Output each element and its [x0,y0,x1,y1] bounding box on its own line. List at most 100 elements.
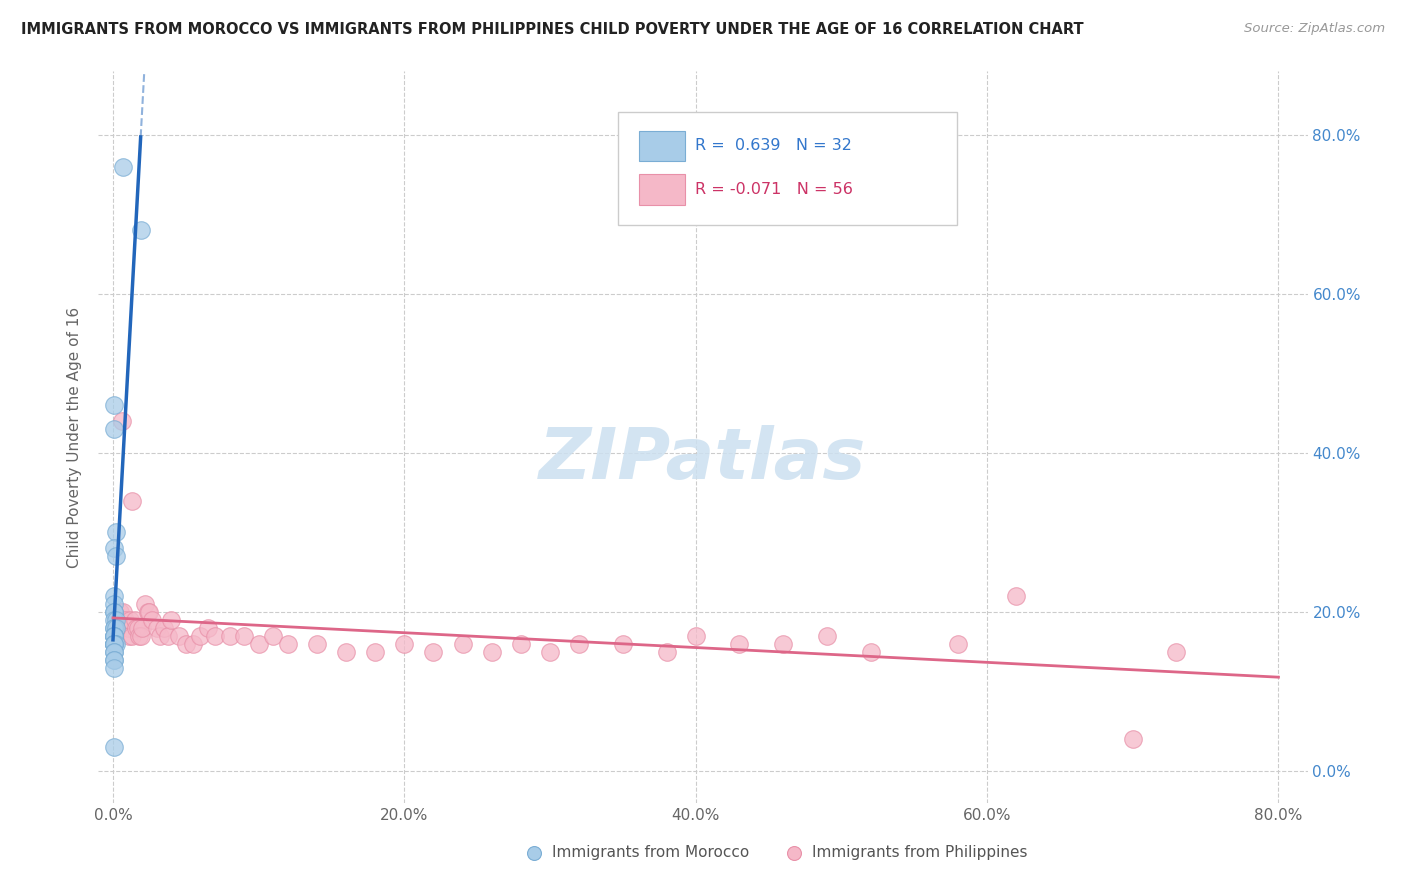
Text: ZIPatlas: ZIPatlas [540,425,866,493]
Bar [638,130,685,161]
Point [451,637,474,651]
Y-axis label: Child Poverty Under the Age of 16: Child Poverty Under the Age of 16 [67,307,83,567]
Point [141,613,163,627]
Text: Immigrants from Morocco: Immigrants from Morocco [551,845,749,860]
Point [103,653,125,667]
Point [125,621,148,635]
Point [104,549,127,564]
Text: Immigrants from Philippines: Immigrants from Philippines [811,845,1028,860]
Point [1166,645,1188,659]
Point [167,629,190,643]
Point [233,629,256,643]
Point [772,637,794,651]
Point [103,653,125,667]
Point [103,541,125,556]
Point [655,645,678,659]
Bar [638,175,685,205]
Text: R = -0.071   N = 56: R = -0.071 N = 56 [695,182,852,197]
Point [103,740,125,755]
Point [103,637,125,651]
Point [103,629,125,643]
Point [103,637,125,651]
Point [136,605,159,619]
Point [121,629,143,643]
Point [153,621,176,635]
Point [103,398,125,412]
Point [117,621,139,635]
Point [112,605,135,619]
Point [1005,589,1028,603]
FancyBboxPatch shape [619,112,957,225]
Point [481,645,503,659]
Point [104,637,127,651]
Point [335,645,357,659]
Point [118,629,141,643]
Point [104,621,127,635]
Point [364,645,387,659]
Point [157,629,180,643]
Point [859,645,882,659]
Point [103,613,125,627]
Point [103,621,125,635]
Point [174,637,197,651]
Point [103,605,125,619]
Point [127,621,149,635]
Point [145,621,167,635]
Point [815,629,838,643]
Point [129,223,152,237]
Point [103,645,125,659]
Point [103,645,125,659]
Point [394,637,416,651]
Point [305,637,328,651]
Point [103,589,125,603]
Point [131,621,153,635]
Point [103,605,125,619]
Point [190,629,212,643]
Point [103,422,125,436]
Point [728,637,751,651]
Point [1122,732,1144,747]
Point [110,605,132,619]
Point [104,525,127,540]
Point [103,629,125,643]
Point [103,629,125,643]
Point [121,493,143,508]
Point [120,613,142,627]
Point [103,597,125,611]
Point [114,613,136,627]
Point [568,637,591,651]
Point [149,629,172,643]
Point [134,597,156,611]
Point [277,637,299,651]
Point [204,629,226,643]
Point [262,629,284,643]
Point [103,629,125,643]
Point [103,637,125,651]
Text: IMMIGRANTS FROM MOROCCO VS IMMIGRANTS FROM PHILIPPINES CHILD POVERTY UNDER THE A: IMMIGRANTS FROM MOROCCO VS IMMIGRANTS FR… [21,22,1084,37]
Point [247,637,270,651]
Point [129,629,152,643]
Point [685,629,707,643]
Point [103,637,125,651]
Point [612,637,634,651]
Point [181,637,204,651]
Point [103,637,125,651]
Point [111,414,134,428]
Point [128,629,150,643]
Point [509,637,531,651]
Point [197,621,219,635]
Point [104,613,127,627]
Point [538,645,561,659]
Point [138,605,160,619]
Point [103,660,125,674]
Text: R =  0.639   N = 32: R = 0.639 N = 32 [695,138,852,153]
Point [103,621,125,635]
Point [160,613,183,627]
Point [939,818,962,832]
Point [124,613,146,627]
Point [946,637,969,651]
Point [218,629,240,643]
Point [626,818,648,832]
Point [422,645,444,659]
Point [112,160,135,174]
